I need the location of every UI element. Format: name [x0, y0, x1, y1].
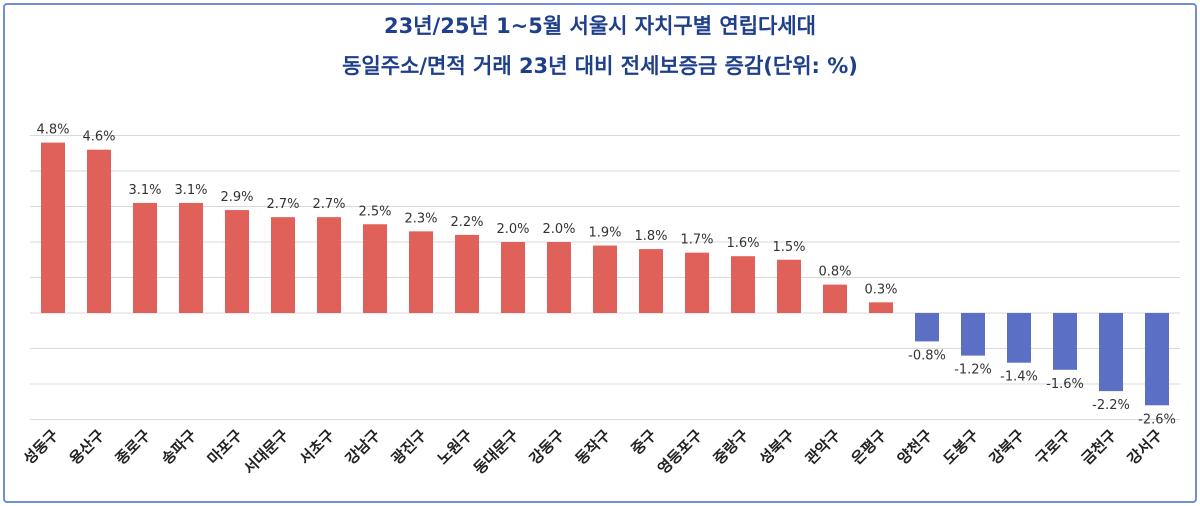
bar [685, 252, 709, 313]
data-label: 2.0% [496, 222, 529, 237]
bar [363, 224, 387, 313]
bar [593, 245, 617, 313]
category-label: 마포구 [204, 426, 246, 468]
data-label: -2.6% [1138, 412, 1176, 427]
bar [1145, 313, 1169, 406]
chart-title-line2: 동일주소/면적 거래 23년 대비 전세보증금 증감(단위: %) [342, 54, 858, 78]
bars [41, 142, 1169, 406]
category-label: 강남구 [342, 426, 384, 468]
bar [271, 217, 295, 313]
category-label: 관악구 [802, 426, 844, 468]
bar [409, 231, 433, 313]
category-label: 강서구 [1124, 426, 1166, 468]
category-label: 용산구 [66, 426, 108, 468]
category-label: 영등포구 [654, 426, 706, 478]
bar [777, 259, 801, 313]
bar [639, 249, 663, 313]
bar [731, 256, 755, 313]
bar [547, 242, 571, 313]
bar [317, 217, 341, 313]
data-label: 1.6% [726, 236, 759, 251]
data-label: 0.3% [864, 282, 897, 297]
category-label: 광진구 [388, 426, 430, 468]
category-label: 종로구 [112, 426, 154, 468]
data-label: 2.0% [542, 222, 575, 237]
data-label: -1.2% [954, 363, 992, 378]
data-label: 3.1% [128, 183, 161, 198]
category-label: 은평구 [848, 426, 890, 468]
bar [225, 210, 249, 313]
category-label: 강북구 [986, 426, 1028, 468]
bar [1099, 313, 1123, 392]
category-label: 성북구 [756, 426, 798, 468]
category-label: 양천구 [894, 426, 936, 468]
category-label: 동대문구 [470, 426, 522, 478]
data-label: 1.7% [680, 233, 713, 248]
bar [41, 142, 65, 313]
bar [915, 313, 939, 342]
category-label: 구로구 [1032, 426, 1074, 468]
bar [869, 302, 893, 313]
bar [179, 202, 203, 313]
category-label: 노원구 [434, 426, 476, 468]
data-label: 3.1% [174, 183, 207, 198]
bar [87, 149, 111, 313]
bar [1053, 313, 1077, 370]
category-label: 서대문구 [240, 426, 292, 478]
bar [501, 242, 525, 313]
data-label: 1.5% [772, 240, 805, 255]
category-label: 강동구 [526, 426, 568, 468]
data-label: -1.6% [1046, 377, 1084, 392]
data-label: 2.3% [404, 211, 437, 226]
category-label: 송파구 [158, 426, 200, 468]
data-label: 0.8% [818, 265, 851, 280]
category-label: 중구 [628, 426, 660, 458]
category-label: 금천구 [1078, 426, 1120, 468]
data-label: 2.7% [266, 197, 299, 212]
data-label: -0.8% [908, 348, 946, 363]
bar [455, 234, 479, 313]
data-label: -1.4% [1000, 370, 1038, 385]
data-labels: 4.8% 4.6% 3.1% 3.1% 2.9% 2.7% 2.7% 2.5% 2.3% 2.2%… [36, 123, 1175, 428]
data-label: 4.8% [36, 123, 69, 138]
data-label: 4.6% [82, 130, 115, 145]
data-label: 1.8% [634, 229, 667, 244]
data-label: -2.2% [1092, 398, 1130, 413]
category-label: 동작구 [572, 426, 614, 468]
data-label: 1.9% [588, 226, 621, 241]
bar [1007, 313, 1031, 363]
data-label: 2.5% [358, 204, 391, 219]
category-label: 중랑구 [710, 426, 752, 468]
data-label: 2.9% [220, 190, 253, 205]
data-label: 2.7% [312, 197, 345, 212]
data-label: 2.2% [450, 215, 483, 230]
category-label: 성동구 [20, 426, 62, 468]
chart-title-line1: 23년/25년 1~5월 서울시 자치구별 연립다세대 [384, 14, 816, 38]
bar [961, 313, 985, 356]
category-label: 서초구 [296, 426, 338, 468]
bar [823, 284, 847, 313]
bar [133, 202, 157, 313]
category-label: 도봉구 [940, 426, 982, 468]
